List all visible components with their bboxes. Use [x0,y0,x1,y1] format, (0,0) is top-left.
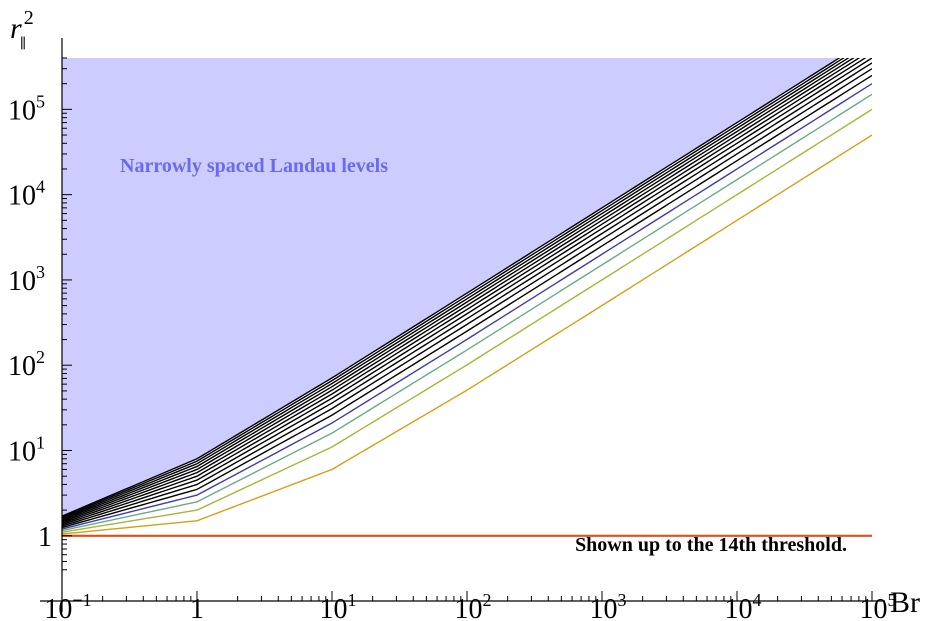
series-line-14 [62,58,845,518]
series-line-9 [62,58,872,524]
x-tick-label: 103 [590,590,627,621]
x-tick-label: 101 [320,590,357,621]
series-line-15 [62,58,841,517]
series-line-12 [62,58,855,521]
x-tick-label: 1 [190,594,204,621]
x-tick-label: 10−1 [44,590,91,621]
series-layer [62,58,872,537]
x-tick-label: 102 [455,590,492,621]
y-axis-label: r 2 ∥ [10,7,34,52]
series-line-8 [62,62,872,526]
y-tick-label: 1 [38,522,52,553]
series-line-2 [62,134,872,535]
axes [40,38,885,612]
series-line-6 [62,74,872,529]
y-tick-label: 101 [8,433,45,468]
x-axis-label: Br [890,586,920,619]
x-tick-label: 105 [860,590,897,621]
y-tick-label: 105 [8,91,45,126]
series-line-3 [62,108,872,533]
y-tick-label: 103 [8,262,45,297]
threshold-note: Shown up to the 14th threshold. [575,534,847,556]
series-line-4 [62,93,872,532]
series-line-7 [62,68,872,527]
x-tick-label: 104 [725,590,762,621]
region-annotation: Narrowly spaced Landau levels [120,155,388,177]
series-line-11 [62,58,861,522]
tick-labels: 10−1 1 101 102 103 104 105 1 101 102 103 104 105 [8,91,897,621]
series-line-10 [62,58,867,523]
y-tick-label: 104 [8,177,45,212]
series-line-5 [62,83,872,530]
landau-region-fill [62,58,872,517]
series-line-13 [62,58,850,520]
y-tick-label: 102 [8,347,45,382]
